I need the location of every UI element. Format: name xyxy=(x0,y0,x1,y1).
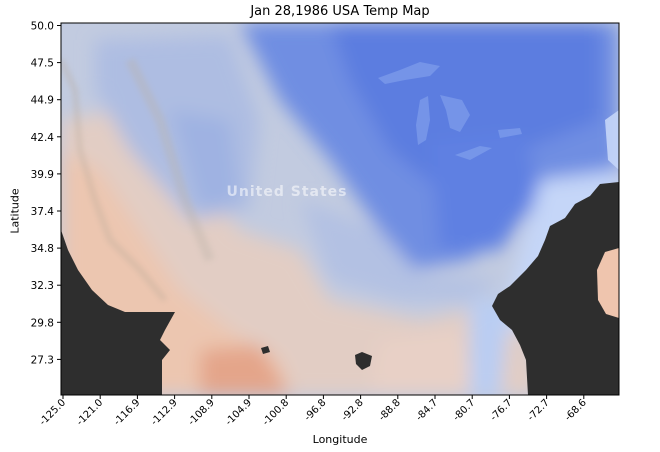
y-tick-label: 32.3 xyxy=(31,280,54,292)
no-data-gulf-patch xyxy=(355,352,372,370)
y-axis-label: Latitude xyxy=(8,188,22,234)
x-tick-label: -80.7 xyxy=(451,397,477,423)
x-tick-label: -76.7 xyxy=(488,397,514,423)
no-data-small-patch xyxy=(261,346,270,354)
warm-region-gulf xyxy=(370,330,480,395)
y-tick-label: 27.3 xyxy=(31,354,54,366)
x-tick-label: -68.6 xyxy=(563,397,589,423)
x-tick-label: -92.8 xyxy=(340,397,366,423)
x-tick-label: -104.9 xyxy=(224,397,255,428)
y-tick-label: 42.4 xyxy=(31,132,55,144)
hot-spot-mexico xyxy=(200,345,290,395)
mountain-range xyxy=(125,57,215,262)
cool-patch-wyoming xyxy=(170,110,240,210)
y-tick-label: 37.4 xyxy=(31,206,55,218)
x-tick-label: -100.8 xyxy=(261,397,292,428)
no-data-regions xyxy=(61,182,619,395)
lake-erie xyxy=(455,146,492,160)
map-title: Jan 28,1986 USA Temp Map xyxy=(250,4,430,19)
great-lakes xyxy=(378,62,522,160)
basemap-country-label: United States xyxy=(227,184,348,200)
x-tick-label: -108.9 xyxy=(186,397,217,428)
x-tick-label: -96.8 xyxy=(302,397,328,423)
y-tick-label: 34.8 xyxy=(31,243,54,255)
y-tick-label: 50.0 xyxy=(31,21,54,33)
x-tick-label: -116.9 xyxy=(112,397,143,428)
y-tick-label: 44.9 xyxy=(31,95,54,107)
x-tick-label: -125.0 xyxy=(38,397,69,428)
y-tick-label: 47.5 xyxy=(31,58,54,70)
cool-region-florida xyxy=(470,300,510,395)
lake-ontario xyxy=(498,128,522,138)
no-data-atlantic xyxy=(492,182,619,395)
warm-patch-atlantic xyxy=(597,248,619,318)
x-tick-label: -84.7 xyxy=(414,397,440,423)
x-tick-label: -121.0 xyxy=(75,397,106,428)
y-tick-label: 29.8 xyxy=(31,317,54,329)
no-data-pacific xyxy=(61,230,175,395)
x-tick-label: -72.7 xyxy=(526,397,552,423)
x-tick-label: -112.9 xyxy=(149,397,180,428)
x-axis-ticks: -125.0 -121.0 -116.9 -112.9 -108.9 -104.9 -100… xyxy=(38,395,589,428)
x-tick-label: -88.8 xyxy=(377,397,403,423)
transition-band xyxy=(300,200,500,300)
lake-superior xyxy=(378,62,440,84)
y-tick-label: 39.9 xyxy=(31,169,54,181)
coastline-west xyxy=(61,58,168,302)
lake-huron xyxy=(440,95,470,132)
x-axis-label: Longitude xyxy=(312,433,368,446)
lake-michigan xyxy=(416,96,430,145)
axes-frame xyxy=(60,22,620,396)
cold-lobe-ohio-valley xyxy=(430,130,540,250)
y-axis-ticks: 50.0 47.5 44.9 42.4 39.9 37.4 34.8 32.3 29.8 27.3 xyxy=(31,21,61,366)
cool-patch-newengland xyxy=(605,110,619,170)
